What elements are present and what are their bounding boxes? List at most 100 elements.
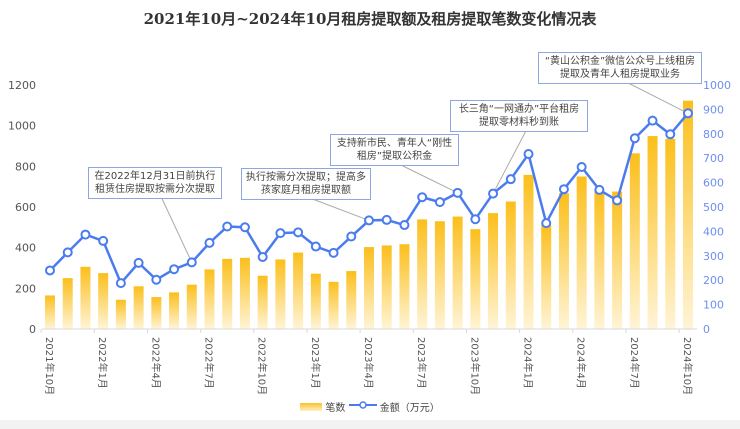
amount-point [328, 247, 339, 258]
bottom-divider [0, 420, 740, 429]
bar-count [328, 281, 339, 329]
bar-count [434, 221, 445, 329]
bar-count [381, 245, 392, 329]
amount-point [115, 278, 126, 289]
amount-point [523, 149, 534, 160]
x-axis-tick-label: 2023年4月 [362, 337, 375, 389]
right-axis-tick-label: 200 [703, 274, 724, 287]
bar-count [275, 259, 286, 329]
legend-line-icon [348, 400, 377, 413]
amount-point [541, 218, 552, 229]
left-axis-tick-label: 200 [15, 282, 36, 295]
amount-point [594, 184, 605, 195]
bar-count [399, 244, 410, 329]
amount-point [452, 187, 463, 198]
x-axis-tick-label: 2023年10月 [468, 337, 481, 395]
bar-count [594, 191, 605, 329]
annotation-leader-line [627, 82, 689, 114]
bar-count [115, 299, 126, 329]
amount-point [683, 108, 693, 119]
amount-point [576, 161, 587, 172]
bar-count [558, 193, 569, 329]
amount-point [293, 227, 304, 238]
amount-point [204, 237, 215, 248]
bar-count [257, 275, 268, 329]
amount-point [505, 174, 516, 185]
bar-count [523, 174, 534, 329]
right-axis-tick-label: 900 [703, 103, 724, 116]
left-axis-tick-label: 1200 [8, 79, 36, 92]
amount-point [257, 252, 268, 263]
amount-point [45, 265, 55, 276]
annotation-callout: 在2022年12月31日前执行租赁住房提取按需分次提取 [88, 167, 222, 199]
chart-title: 2021年10月~2024年10月租房提取额及租房提取笔数变化情况表 [143, 10, 597, 28]
left-axis-tick-label: 0 [29, 323, 36, 336]
bar-count [665, 138, 676, 329]
bar-count [45, 295, 55, 329]
amount-point [488, 188, 499, 199]
left-axis-tick-label: 400 [15, 242, 36, 255]
x-axis-tick-label: 2022年1月 [96, 337, 109, 389]
x-axis-tick-label: 2021年10月 [43, 337, 56, 395]
right-axis-tick-label: 400 [703, 225, 724, 238]
annotation-callout: “黄山公积金”微信公众号上线租房提取及青年人租房提取业务 [538, 52, 702, 84]
amount-point [629, 133, 640, 144]
annotation-leader-line [312, 198, 370, 221]
bar-count [612, 191, 623, 329]
amount-point [222, 221, 233, 232]
x-axis-tick-label: 2023年1月 [309, 337, 322, 389]
amount-point [151, 274, 162, 285]
bar-count [364, 247, 374, 329]
amount-point [169, 264, 180, 275]
bar-count [133, 286, 144, 329]
amount-point [62, 247, 73, 258]
annotation-callout: 执行按需分次提取；提高多孩家庭月租房提取额 [241, 168, 371, 200]
annotation-callout: 长三角“一网通办”平台租房提取零材料秒到账 [450, 100, 588, 132]
right-axis-tick-label: 1000 [703, 79, 731, 92]
bar-count [647, 136, 658, 329]
bar-count [683, 100, 693, 329]
annotation-callout: 支持新市民、青年人“刚性租房”提取公积金 [330, 134, 459, 166]
bar-count [470, 229, 481, 329]
left-axis-tick-label: 800 [15, 160, 36, 173]
annotation-leader-line [492, 130, 527, 194]
legend-bar-label: 笔数 [325, 403, 346, 414]
bar-count [505, 201, 516, 329]
amount-point [612, 195, 623, 206]
right-axis-tick-label: 100 [703, 299, 724, 312]
amount-point [558, 184, 569, 195]
bar-count [151, 297, 162, 329]
bar-count [98, 273, 109, 329]
amount-point [434, 197, 445, 208]
amount-point [417, 192, 428, 203]
amount-point [80, 229, 91, 240]
x-axis-tick-label: 2022年4月 [149, 337, 162, 389]
bar-count [488, 213, 499, 329]
right-axis-tick-label: 800 [703, 128, 724, 141]
x-axis-tick-label: 2024年4月 [575, 337, 588, 389]
amount-point [275, 228, 286, 239]
x-axis-tick-label: 2024年7月 [628, 337, 641, 389]
bar-count [417, 219, 428, 329]
right-axis-tick-label: 500 [703, 201, 724, 214]
x-axis-tick-label: 2022年7月 [203, 337, 216, 389]
amount-point [381, 214, 392, 225]
legend-bar-swatch [300, 402, 323, 411]
right-axis-tick-label: 700 [703, 152, 724, 165]
amount-point [399, 220, 410, 231]
bar-count [239, 257, 250, 329]
bar-count [80, 266, 91, 329]
annotation-leader-line [161, 197, 193, 263]
bar-count [204, 269, 215, 329]
amount-point [98, 235, 109, 246]
bar-count [222, 258, 233, 329]
x-axis-tick-label: 2024年1月 [522, 337, 535, 389]
bar-count [629, 153, 640, 329]
bar-count [186, 284, 197, 329]
amount-point [647, 115, 658, 126]
bar-count [62, 278, 73, 329]
amount-point [239, 222, 250, 233]
bar-count [310, 273, 321, 329]
right-axis-tick-label: 0 [703, 323, 710, 336]
right-axis-tick-label: 600 [703, 177, 724, 190]
